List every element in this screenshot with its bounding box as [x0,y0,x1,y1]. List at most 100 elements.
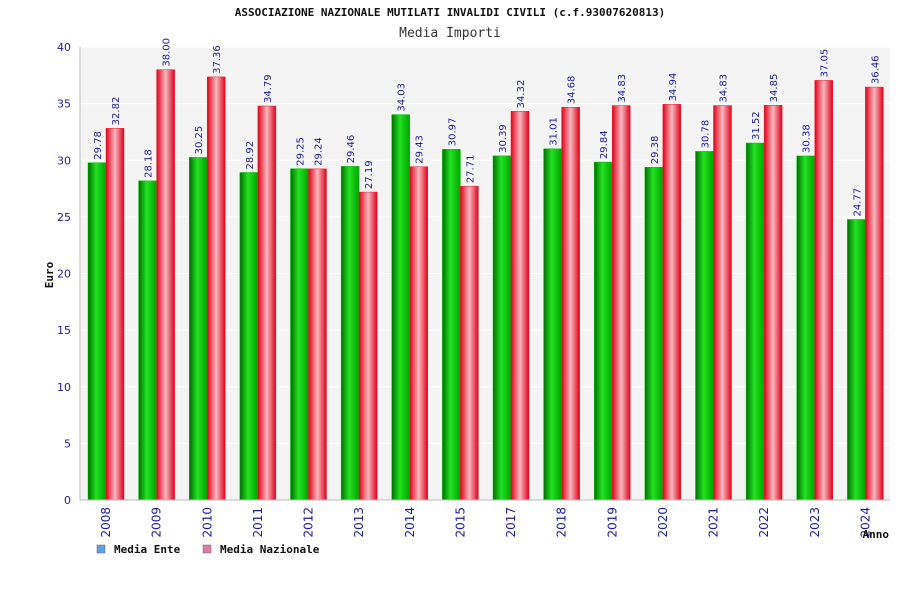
legend-swatch-media-ente [96,544,106,554]
value-label-media-ente-2018: 31.01 [549,117,560,146]
bar-media-nazionale-2013 [358,191,378,501]
x-tick-label-2012: 2012 [302,507,316,538]
bar-media-nazionale-2018 [561,106,580,501]
value-label-media-nazionale-2009: 38.00 [162,38,173,67]
bar-media-ente-2009 [138,180,157,501]
bar-media-ente-2024 [847,219,866,501]
x-tick-label-2024: 2024 [858,507,872,538]
value-label-media-ente-2010: 30.25 [194,126,205,155]
bar-media-nazionale-2014 [409,166,428,501]
bar-media-ente-2023 [796,155,815,501]
x-tick-label-2018: 2018 [555,507,569,538]
bar-media-ente-2021 [695,151,714,501]
bar-media-nazionale-2024 [865,86,884,501]
x-tick-label-2014: 2014 [403,507,417,538]
bars [87,69,884,501]
value-label-media-nazionale-2019: 34.83 [617,74,628,103]
value-labels: 29.78 32.82 28.18 38.00 30.25 37.36 28.92 34.79… [93,38,881,216]
value-label-media-ente-2023: 30.38 [802,124,813,153]
bar-media-nazionale-2011 [257,105,277,501]
x-tick-label-2015: 2015 [453,507,467,538]
value-label-media-ente-2019: 29.84 [599,130,610,159]
value-label-media-nazionale-2011: 34.79 [263,74,274,103]
x-axis-ticks: 2008 2009 2010 2011 2012 2013 2014 2015 2017 2018… [99,507,872,538]
x-tick-label-2020: 2020 [656,507,670,538]
y-tick-label: 25 [57,211,71,224]
y-tick-label: 5 [64,437,71,450]
value-label-media-nazionale-2020: 34.94 [668,73,679,102]
bar-media-nazionale-2023 [814,80,833,501]
bar-media-ente-2020 [644,167,664,501]
value-label-media-nazionale-2018: 34.68 [567,76,578,105]
bar-media-nazionale-2020 [662,104,682,501]
value-label-media-ente-2009: 28.18 [144,149,155,178]
value-label-media-nazionale-2024: 36.46 [870,55,881,84]
x-tick-label-2013: 2013 [352,507,366,538]
x-tick-label-2009: 2009 [150,507,164,538]
value-label-media-nazionale-2017: 34.32 [516,80,527,109]
value-label-media-ente-2020: 29.38 [650,136,661,165]
value-label-media-nazionale-2023: 37.05 [820,49,831,78]
bar-media-ente-2010 [189,157,208,501]
x-tick-label-2021: 2021 [707,507,721,538]
x-tick-label-2023: 2023 [808,507,822,538]
value-label-media-ente-2021: 30.78 [701,120,712,149]
value-label-media-ente-2011: 28.92 [245,141,256,170]
legend-label-media-nazionale: Media Nazionale [220,543,320,556]
value-label-media-ente-2024: 24.77 [852,188,863,217]
bar-media-nazionale-2008 [105,128,125,501]
value-label-media-nazionale-2015: 27.71 [465,155,476,184]
value-label-media-nazionale-2012: 29.24 [314,137,325,166]
x-tick-label-2008: 2008 [99,507,113,538]
value-label-media-nazionale-2013: 27.19 [364,160,375,189]
bar-media-nazionale-2017 [510,111,530,501]
value-label-media-nazionale-2010: 37.36 [212,45,223,74]
bar-media-nazionale-2010 [207,76,226,501]
x-tick-label-2022: 2022 [757,507,771,538]
chart-subtitle: Media Importi [399,26,501,41]
bar-media-nazionale-2019 [612,105,631,501]
bar-media-ente-2011 [239,172,259,501]
bar-media-nazionale-2009 [156,69,175,501]
bar-media-ente-2018 [543,148,562,501]
bar-media-ente-2015 [442,149,461,501]
x-tick-label-2017: 2017 [504,507,518,538]
y-tick-label: 0 [64,494,71,507]
bar-media-nazionale-2012 [308,168,327,501]
y-tick-label: 35 [57,98,71,111]
bar-media-ente-2022 [745,142,765,501]
bar-media-ente-2012 [290,168,309,501]
value-label-media-ente-2015: 30.97 [447,118,458,147]
value-label-media-ente-2013: 29.46 [346,135,357,164]
bar-media-ente-2019 [594,161,613,501]
legend-label-media-ente: Media Ente [114,543,181,556]
x-tick-label-2011: 2011 [251,507,265,538]
legend-swatch-media-nazionale [202,544,212,554]
y-tick-label: 20 [57,268,71,281]
y-tick-label: 30 [57,154,71,167]
y-tick-label: 15 [57,324,71,337]
legend: Media Ente Media Nazionale [96,543,320,556]
bar-media-ente-2008 [87,162,107,501]
value-label-media-ente-2017: 30.39 [498,124,509,153]
value-label-media-ente-2008: 29.78 [93,131,104,160]
value-label-media-nazionale-2022: 34.85 [769,74,780,103]
x-axis-label: Anno [863,528,890,541]
value-label-media-ente-2022: 31.52 [751,111,762,140]
bar-media-nazionale-2022 [763,105,783,501]
bar-media-nazionale-2015 [460,185,479,501]
y-tick-label: 40 [57,41,71,54]
bar-media-ente-2014 [391,114,410,501]
value-label-media-nazionale-2008: 32.82 [111,97,122,126]
x-tick-label-2010: 2010 [200,507,214,538]
bar-media-ente-2013 [340,166,360,501]
x-tick-label-2019: 2019 [605,507,619,538]
bar-media-nazionale-2021 [713,105,732,501]
value-label-media-ente-2014: 34.03 [397,83,408,112]
value-label-media-ente-2012: 29.25 [296,137,307,166]
bar-media-ente-2017 [492,155,512,501]
value-label-media-nazionale-2014: 29.43 [415,135,426,164]
value-label-media-nazionale-2021: 34.83 [719,74,730,103]
